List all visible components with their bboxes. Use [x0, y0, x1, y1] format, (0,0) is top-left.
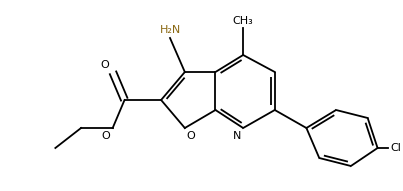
Text: CH₃: CH₃	[233, 16, 253, 26]
Text: O: O	[100, 60, 109, 70]
Text: O: O	[187, 131, 195, 141]
Text: N: N	[233, 131, 241, 141]
Text: O: O	[101, 131, 110, 141]
Text: H₂N: H₂N	[159, 25, 181, 35]
Text: Cl: Cl	[391, 143, 401, 153]
